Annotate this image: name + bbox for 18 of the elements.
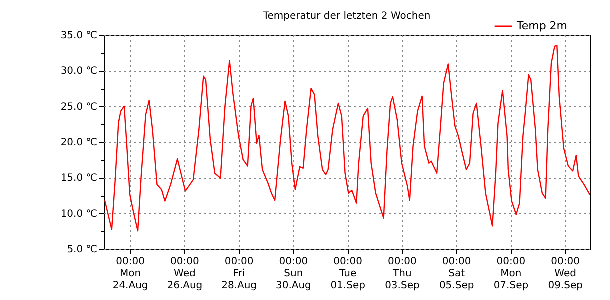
x-tick-label: 00:00 Tue 01.Sep	[330, 256, 366, 292]
x-tick-label: 00:00 Fri 28.Aug	[222, 256, 258, 292]
x-tick-label: 00:00 Mon 24.Aug	[112, 256, 148, 292]
y-tick-label: 25.0 ℃	[60, 102, 98, 113]
y-tick-label: 30.0 ℃	[60, 66, 98, 78]
y-tick-label: 15.0 ℃	[60, 173, 98, 184]
x-tick-label: 00:00 Sat 05.Sep	[439, 256, 474, 292]
x-tick-label: 00:00 Sun 30.Aug	[276, 256, 312, 292]
y-tick-label: 20.0 ℃	[60, 138, 98, 148]
y-tick-label: 5.0 ℃	[67, 244, 98, 256]
x-tick-label: 00:00 Wed 09.Sep	[548, 256, 583, 292]
chart-title: Temperatur der letzten 2 Wochen	[262, 11, 431, 22]
legend-label: Temp 2m	[516, 20, 568, 32]
y-tick-label: 35.0 ℃	[60, 30, 98, 42]
y-tick-label: 10.0 ℃	[60, 208, 98, 220]
x-tick-label: 00:00 Mon 07.Sep	[494, 256, 529, 292]
x-tick-label: 00:00 Wed 26.Aug	[167, 256, 203, 292]
x-tick-label: 00:00 Thu 03.Sep	[385, 256, 420, 292]
